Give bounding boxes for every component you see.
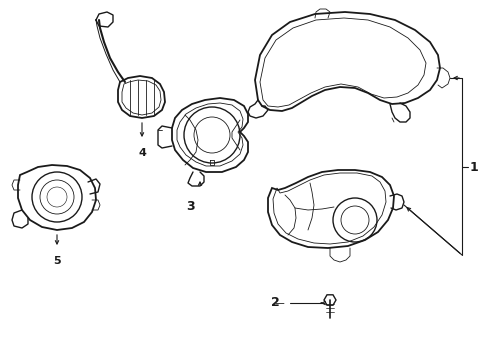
Text: —: — [274,298,284,308]
Text: 2: 2 [271,297,280,310]
Text: 4: 4 [138,148,146,158]
Text: 1: 1 [470,161,479,174]
Text: 3: 3 [186,200,195,213]
Text: 5: 5 [53,256,61,266]
